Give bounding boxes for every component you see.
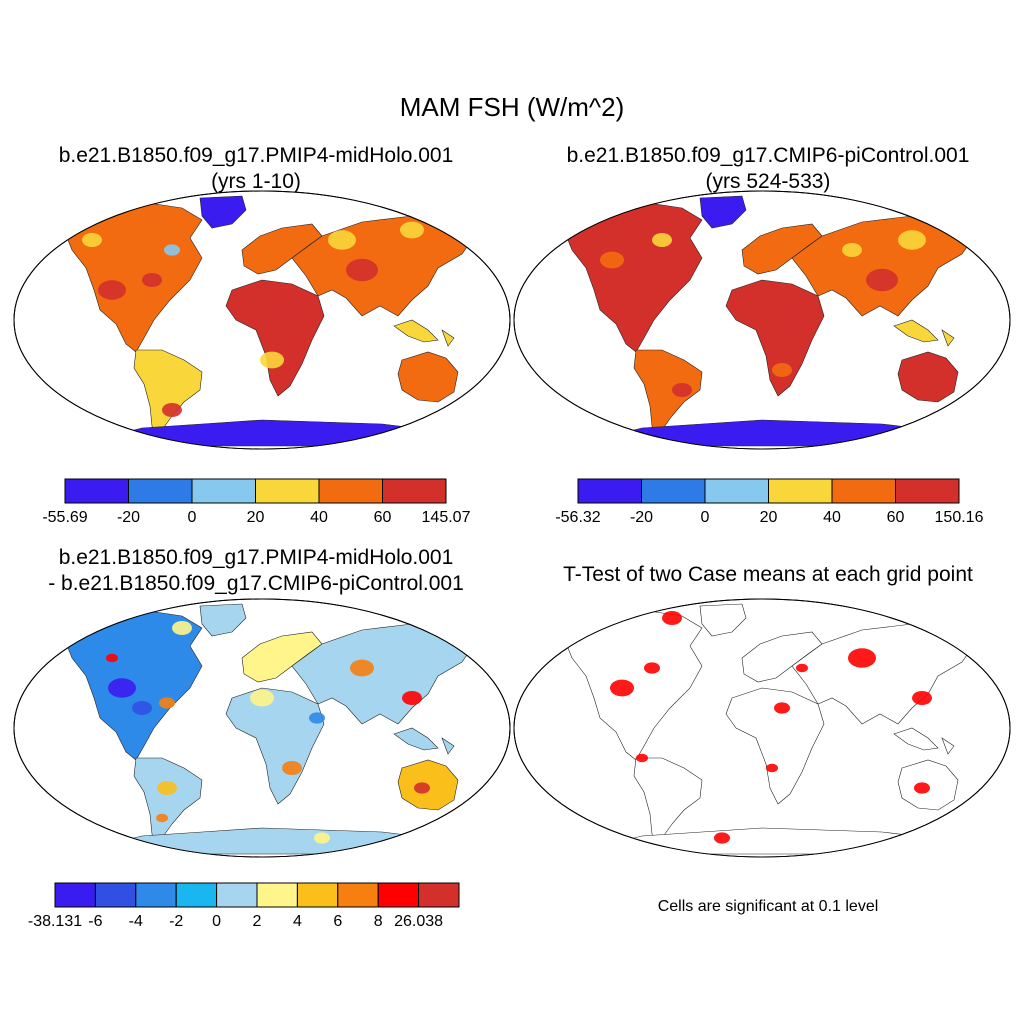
colorbar-swatch <box>296 882 339 908</box>
colorbar-swatch <box>175 882 218 908</box>
colorbar-swatch <box>256 882 298 908</box>
colorbar-label: -4 <box>129 913 143 930</box>
panel-2-title: b.e21.B1850.f09_g17.CMIP6-piControl.001 … <box>512 143 1024 195</box>
panel-3-title-line1: b.e21.B1850.f09_g17.PMIP4-midHolo.001 <box>58 546 454 569</box>
map-ttest <box>513 598 1011 858</box>
colorbar-swatch <box>128 478 193 504</box>
map-picontrol <box>513 190 1011 450</box>
colorbar-swatch <box>54 882 96 908</box>
colorbar-swatch <box>191 478 256 504</box>
panel-3-title-line2: - b.e21.B1850.f09_g17.CMIP6-piControl.00… <box>48 572 464 595</box>
field-speckles <box>106 621 430 844</box>
ttest-note: Cells are significant at 0.1 level <box>657 898 879 915</box>
colorbar-swatch <box>895 478 960 504</box>
colorbar-swatch <box>641 478 706 504</box>
colorbar-swatch <box>318 478 383 504</box>
colorbar-swatch <box>64 478 129 504</box>
field-speckles <box>82 221 424 417</box>
map-midholo <box>13 190 511 450</box>
colorbar-swatch <box>831 478 896 504</box>
colorbar-label: -2 <box>169 913 183 930</box>
colorbar-swatch <box>768 478 833 504</box>
colorbar-label: -56.32 <box>555 509 600 526</box>
panel-2-title-line2: (yrs 524-533) <box>705 170 831 193</box>
colorbar-label: -55.69 <box>42 509 87 526</box>
panel-2-title-line1: b.e21.B1850.f09_g17.CMIP6-piControl.001 <box>566 144 970 167</box>
colorbar-label: 20 <box>247 509 265 526</box>
colorbar-label: 0 <box>188 509 197 526</box>
colorbar-swatch <box>216 882 258 908</box>
colorbar-label: 60 <box>887 509 905 526</box>
figure-title: MAM FSH (W/m^2) <box>399 92 625 122</box>
colorbar-label: 6 <box>333 913 342 930</box>
panel-1-title: b.e21.B1850.f09_g17.PMIP4-midHolo.001 (y… <box>0 143 512 195</box>
colorbar-midholo: -55.69 -20 0 20 40 60 145.07 <box>42 478 471 526</box>
colorbar-swatch <box>135 882 177 908</box>
colorbar-swatch <box>255 478 320 504</box>
colorbar-label: 0 <box>701 509 710 526</box>
colorbar-label: 0 <box>212 913 221 930</box>
colorbar-label: 40 <box>310 509 328 526</box>
colorbar-picontrol: -56.32 -20 0 20 40 60 150.16 <box>555 478 984 526</box>
colorbar-label: 20 <box>760 509 778 526</box>
colorbar-label: -6 <box>88 913 102 930</box>
colorbar-swatch <box>94 882 137 908</box>
colorbar-label: -20 <box>117 509 140 526</box>
colorbar-swatch <box>377 882 420 908</box>
colorbar-swatch <box>577 478 642 504</box>
colorbar-swatch <box>418 882 460 908</box>
field-speckles <box>610 611 932 844</box>
colorbar-label: 150.16 <box>935 509 984 526</box>
colorbar-swatch <box>704 478 769 504</box>
colorbar-label: 8 <box>374 913 383 930</box>
colorbar-label: 26.038 <box>394 913 443 930</box>
colorbar-label: 4 <box>293 913 302 930</box>
colorbar-label: -38.131 <box>28 913 82 930</box>
panel-1-title-line1: b.e21.B1850.f09_g17.PMIP4-midHolo.001 <box>58 144 454 167</box>
panel-3-title: b.e21.B1850.f09_g17.PMIP4-midHolo.001 - … <box>0 545 512 597</box>
field-speckles <box>600 230 926 397</box>
map-difference <box>13 598 511 858</box>
panel-4-title-line1: T-Test of two Case means at each grid po… <box>563 563 973 586</box>
panel-1-title-line2: (yrs 1-10) <box>211 170 301 193</box>
colorbar-label: -20 <box>630 509 653 526</box>
colorbar-difference: -38.131 -6 -4 -2 0 2 4 6 8 26.038 <box>28 882 460 930</box>
colorbar-label: 40 <box>823 509 841 526</box>
colorbar-label: 2 <box>253 913 262 930</box>
colorbar-swatch <box>382 478 447 504</box>
colorbar-swatch <box>337 882 379 908</box>
colorbar-label: 145.07 <box>422 509 471 526</box>
panel-4-title: T-Test of two Case means at each grid po… <box>512 562 1024 588</box>
colorbar-label: 60 <box>374 509 392 526</box>
